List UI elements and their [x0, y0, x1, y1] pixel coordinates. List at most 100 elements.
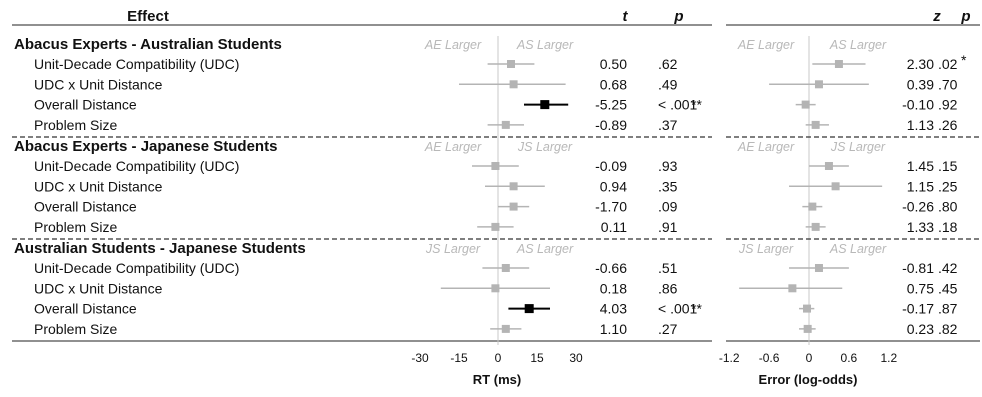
t-value: 0.94 — [600, 178, 627, 194]
z-value: -0.26 — [902, 199, 934, 215]
t-value: -0.89 — [595, 117, 627, 133]
t-header: t — [623, 8, 629, 25]
group-title: Abacus Experts - Japanese Students — [14, 138, 277, 155]
p2-value: .42 — [938, 260, 958, 276]
rt-direction-right: AS Larger — [516, 242, 574, 256]
rt-point — [491, 284, 500, 293]
p2-value: .45 — [938, 280, 958, 296]
error-tick-label: -0.6 — [759, 351, 780, 365]
z-value: 1.15 — [907, 178, 934, 194]
error-point — [808, 202, 817, 211]
error-tick-label: 0 — [806, 351, 813, 365]
p-value: .49 — [658, 76, 678, 92]
p2-significance: * — [961, 52, 967, 68]
rt-point — [524, 304, 534, 314]
p2-value: .70 — [938, 76, 958, 92]
p2-value: .18 — [938, 219, 958, 235]
group-title: Australian Students - Japanese Students — [14, 240, 306, 257]
p2-header: p — [960, 8, 970, 25]
rt-direction-left: JS Larger — [425, 242, 481, 256]
z-value: 0.39 — [907, 76, 934, 92]
rt-point — [491, 222, 500, 231]
rt-point — [540, 100, 550, 110]
z-value: 1.13 — [907, 117, 934, 133]
group-title: Abacus Experts - Australian Students — [14, 36, 282, 53]
p-significance: ** — [691, 301, 702, 317]
effect-label: UDC x Unit Distance — [34, 76, 163, 92]
error-direction-right: AS Larger — [829, 38, 887, 52]
rt-tick-label: 0 — [495, 351, 502, 365]
effect-label: Problem Size — [34, 321, 117, 337]
rt-point — [507, 60, 515, 68]
t-value: 0.11 — [601, 219, 627, 235]
error-point — [811, 222, 820, 231]
effect-label: Unit-Decade Compatibility (UDC) — [34, 260, 239, 276]
effect-label: Overall Distance — [34, 301, 137, 317]
effect-label: Unit-Decade Compatibility (UDC) — [34, 56, 239, 72]
rt-direction-right: AS Larger — [516, 38, 574, 52]
error-point — [814, 264, 823, 272]
error-tick-label: 0.6 — [841, 351, 858, 365]
error-point — [834, 60, 843, 68]
effect-label: Unit-Decade Compatibility (UDC) — [34, 158, 239, 174]
rt-point — [509, 202, 518, 211]
p-value: .09 — [658, 199, 678, 215]
p2-value: .80 — [938, 199, 958, 215]
t-value: -0.66 — [595, 260, 627, 276]
z-value: 0.23 — [907, 321, 934, 337]
error-direction-right: JS Larger — [830, 140, 886, 154]
p2-value: .82 — [938, 321, 958, 337]
t-value: 0.68 — [600, 76, 627, 92]
p-significance: ** — [691, 97, 702, 113]
z-value: -0.81 — [902, 260, 934, 276]
error-point — [831, 182, 840, 191]
error-point — [811, 120, 820, 129]
p2-value: .26 — [938, 117, 958, 133]
rt-direction-left: AE Larger — [424, 38, 482, 52]
error-point — [814, 80, 823, 89]
rt-point — [501, 264, 510, 272]
t-value: -1.70 — [595, 199, 627, 215]
rt-tick-label: -30 — [411, 351, 429, 365]
z-value: 0.75 — [907, 280, 934, 296]
z-value: 1.45 — [907, 158, 934, 174]
rt-direction-left: AE Larger — [424, 140, 482, 154]
error-direction-left: AE Larger — [737, 140, 795, 154]
effect-label: Problem Size — [34, 219, 117, 235]
effect-label: Problem Size — [34, 117, 117, 133]
t-value: -5.25 — [595, 97, 627, 113]
rt-point — [509, 80, 518, 89]
t-value: 0.50 — [600, 56, 627, 72]
error-axis-label: Error (log-odds) — [759, 372, 858, 387]
p-value: .93 — [658, 158, 678, 174]
rt-point — [491, 162, 500, 170]
p-value: < .001 — [658, 301, 698, 317]
z-value: -0.17 — [902, 301, 934, 317]
effect-label: UDC x Unit Distance — [34, 280, 163, 296]
p-header: p — [673, 8, 683, 25]
t-value: 4.03 — [600, 301, 627, 317]
t-value: -0.09 — [595, 158, 627, 174]
rt-tick-label: 15 — [530, 351, 544, 365]
p-value: .91 — [658, 219, 678, 235]
error-point — [788, 284, 797, 293]
p-value: .37 — [658, 117, 678, 133]
p-value: .35 — [658, 178, 678, 194]
error-point — [824, 162, 833, 170]
z-value: 1.33 — [907, 219, 934, 235]
rt-tick-label: -15 — [450, 351, 468, 365]
error-point — [801, 100, 810, 109]
z-header: z — [932, 8, 941, 25]
rt-point — [501, 324, 510, 333]
t-value: 0.18 — [600, 280, 627, 296]
rt-direction-right: JS Larger — [517, 140, 573, 154]
error-point — [803, 324, 812, 333]
p2-value: .15 — [938, 158, 958, 174]
p-value: .27 — [658, 321, 678, 337]
rt-point — [501, 120, 510, 129]
z-value: 2.30 — [907, 56, 934, 72]
effect-label: UDC x Unit Distance — [34, 178, 163, 194]
rt-tick-label: 30 — [569, 351, 583, 365]
effect-header: Effect — [127, 8, 169, 25]
